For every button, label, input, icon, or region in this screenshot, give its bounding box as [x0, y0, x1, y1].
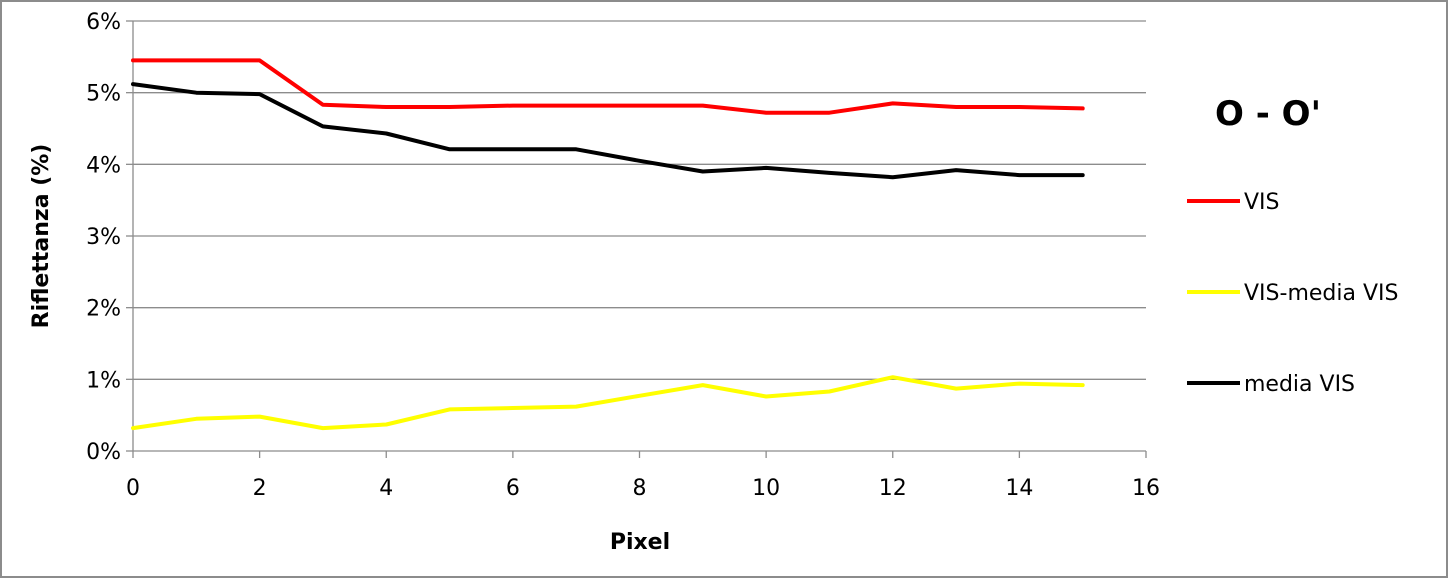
y-tick-labels: 0% 1% 2% 3% 4% 5% 6%: [86, 10, 121, 465]
series-lines: [131, 58, 1085, 431]
y-tick-label: 6%: [86, 10, 121, 35]
x-tick-label: 8: [633, 476, 647, 501]
y-tick-label: 4%: [86, 153, 121, 178]
y-tick-label: 3%: [86, 225, 121, 250]
y-tick-label: 5%: [86, 82, 121, 107]
y-tick-label: 0%: [86, 440, 121, 465]
x-tick-label: 16: [1132, 476, 1160, 501]
x-tick-label: 10: [752, 476, 780, 501]
x-tick-label: 14: [1005, 476, 1033, 501]
y-axis-title: Riflettanza (%): [29, 144, 54, 329]
x-axis-title: Pixel: [610, 530, 670, 555]
y-tick-label: 1%: [86, 368, 121, 393]
x-tick-label: 6: [506, 476, 520, 501]
x-tick-label: 0: [126, 476, 140, 501]
legend: VIS VIS-media VIS media VIS: [1187, 190, 1398, 397]
gridlines: [133, 20, 1146, 380]
legend-label: VIS: [1244, 190, 1280, 215]
legend-label: VIS-media VIS: [1244, 281, 1398, 306]
x-tick-label: 2: [253, 476, 267, 501]
y-tick-label: 2%: [86, 297, 121, 322]
series-line-media-vis: [131, 82, 1085, 180]
x-tick-label: 12: [879, 476, 907, 501]
chart-title: O - O': [1215, 94, 1321, 134]
x-tick-labels: 0 2 4 6 8 10 12 14 16: [126, 476, 1160, 501]
series-line-vis: [131, 58, 1085, 115]
legend-label: media VIS: [1244, 372, 1355, 397]
axes: [126, 20, 1147, 458]
x-tick-label: 4: [379, 476, 393, 501]
series-line-vis-media-vis: [131, 375, 1085, 431]
